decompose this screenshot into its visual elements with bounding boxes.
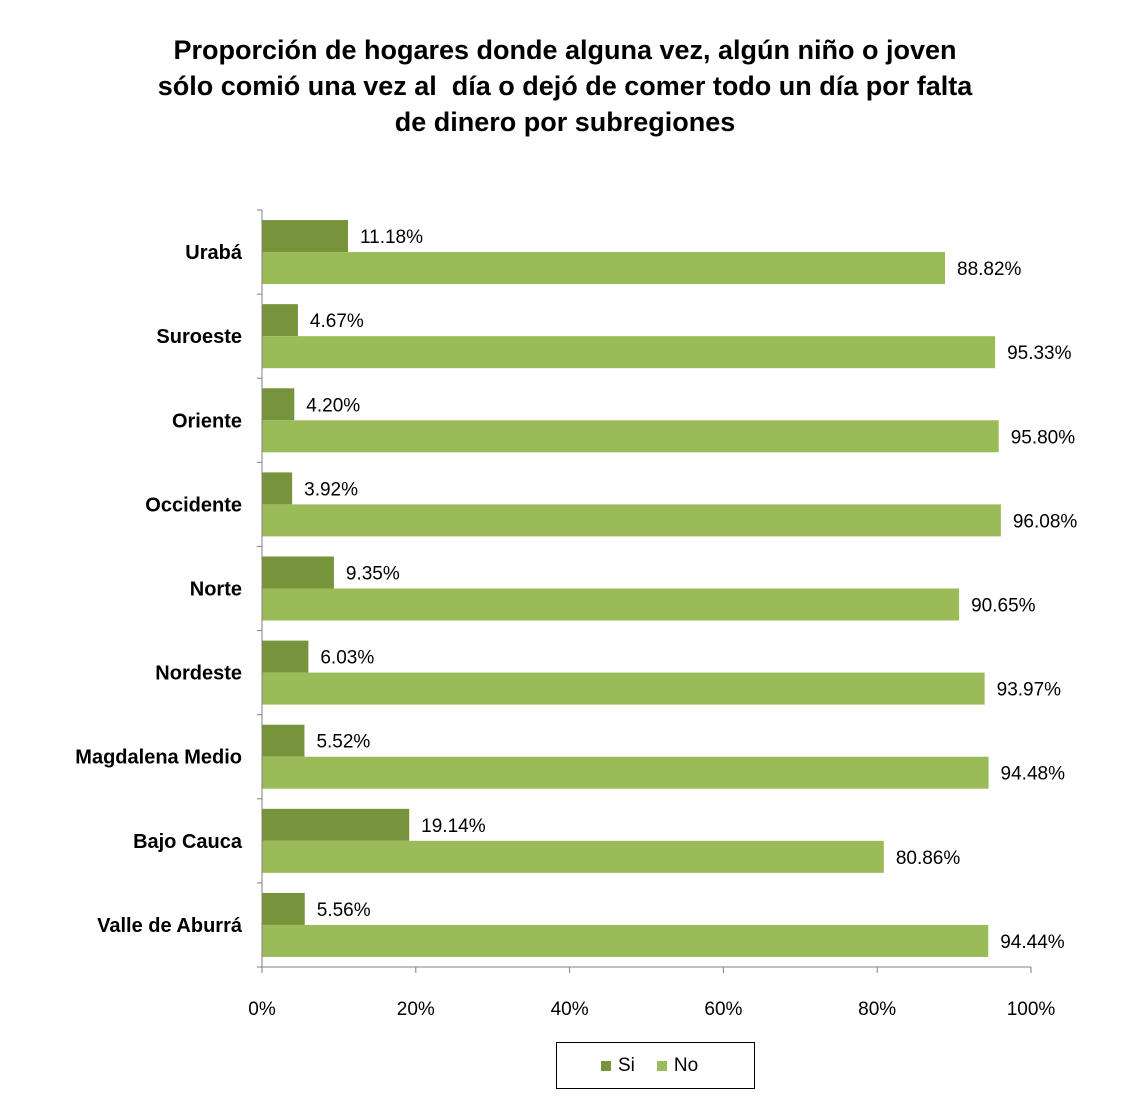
data-label-no: 88.82% xyxy=(957,259,1022,280)
chart-title-line-1: Proporción de hogares donde alguna vez, … xyxy=(173,35,957,65)
data-label-si: 6.03% xyxy=(320,648,374,669)
bar-si xyxy=(262,220,348,253)
data-label-si: 9.35% xyxy=(346,564,400,585)
bar-si xyxy=(262,304,298,337)
legend-label-no: No xyxy=(673,1054,699,1076)
bar-no xyxy=(262,504,1001,537)
x-tick-label: 0% xyxy=(248,999,276,1020)
bar-si xyxy=(262,808,410,841)
bar-no xyxy=(262,252,946,285)
x-tick-label: 80% xyxy=(858,999,896,1020)
category-label: Bajo Cauca xyxy=(133,831,243,853)
chart-title-line-3: de dinero por subregiones xyxy=(394,107,736,137)
data-label-no: 93.97% xyxy=(997,680,1062,701)
bar-si xyxy=(262,724,305,757)
category-label: Suroeste xyxy=(156,326,242,348)
bar-si xyxy=(262,388,295,421)
data-label-no: 94.44% xyxy=(1000,932,1065,953)
data-label-si: 4.20% xyxy=(306,395,360,416)
chart-title-line-2: sólo comió una vez al día o dejó de come… xyxy=(157,71,973,101)
data-label-si: 4.67% xyxy=(310,311,364,332)
data-label-si: 19.14% xyxy=(421,816,486,837)
category-label: Valle de Aburrá xyxy=(97,915,243,937)
data-label-si: 11.18% xyxy=(360,227,423,248)
bar-no xyxy=(262,420,999,453)
bar-no xyxy=(262,588,960,621)
bar-si xyxy=(262,556,334,589)
bar-no xyxy=(262,756,989,789)
bar-si xyxy=(262,472,293,505)
data-label-si: 5.56% xyxy=(317,900,371,921)
category-label: Magdalena Medio xyxy=(75,747,242,769)
legend-item-no: No xyxy=(656,1054,699,1077)
data-label-no: 80.86% xyxy=(896,848,961,869)
chart-title: Proporción de hogares donde alguna vez, … xyxy=(100,32,1030,140)
category-label: Oriente xyxy=(172,410,242,432)
x-tick-label: 100% xyxy=(1007,999,1056,1020)
bar-no xyxy=(262,672,985,705)
data-label-no: 95.80% xyxy=(1011,427,1076,448)
x-tick-label: 60% xyxy=(704,999,742,1020)
legend-swatch-no xyxy=(656,1060,667,1071)
data-label-si: 3.92% xyxy=(304,479,358,500)
legend: Si No xyxy=(556,1042,755,1089)
bar-no xyxy=(262,336,996,369)
category-label: Nordeste xyxy=(155,663,242,685)
category-label: Norte xyxy=(190,579,242,601)
data-label-no: 90.65% xyxy=(971,596,1036,617)
category-label: Occidente xyxy=(145,494,242,516)
x-tick-label: 40% xyxy=(551,999,589,1020)
legend-label-si: Si xyxy=(618,1054,635,1076)
data-label-no: 96.08% xyxy=(1013,511,1078,532)
legend-swatch-si xyxy=(601,1060,611,1071)
data-label-si: 5.52% xyxy=(316,732,370,753)
bar-no xyxy=(262,840,884,873)
legend-item-si: Si xyxy=(601,1055,635,1077)
category-label: Urabá xyxy=(185,242,243,264)
bar-no xyxy=(262,924,989,957)
bar-si xyxy=(262,640,309,673)
x-tick-label: 20% xyxy=(397,999,435,1020)
data-label-no: 94.48% xyxy=(1001,764,1066,785)
data-label-no: 95.33% xyxy=(1007,343,1072,364)
bar-si xyxy=(262,892,305,925)
